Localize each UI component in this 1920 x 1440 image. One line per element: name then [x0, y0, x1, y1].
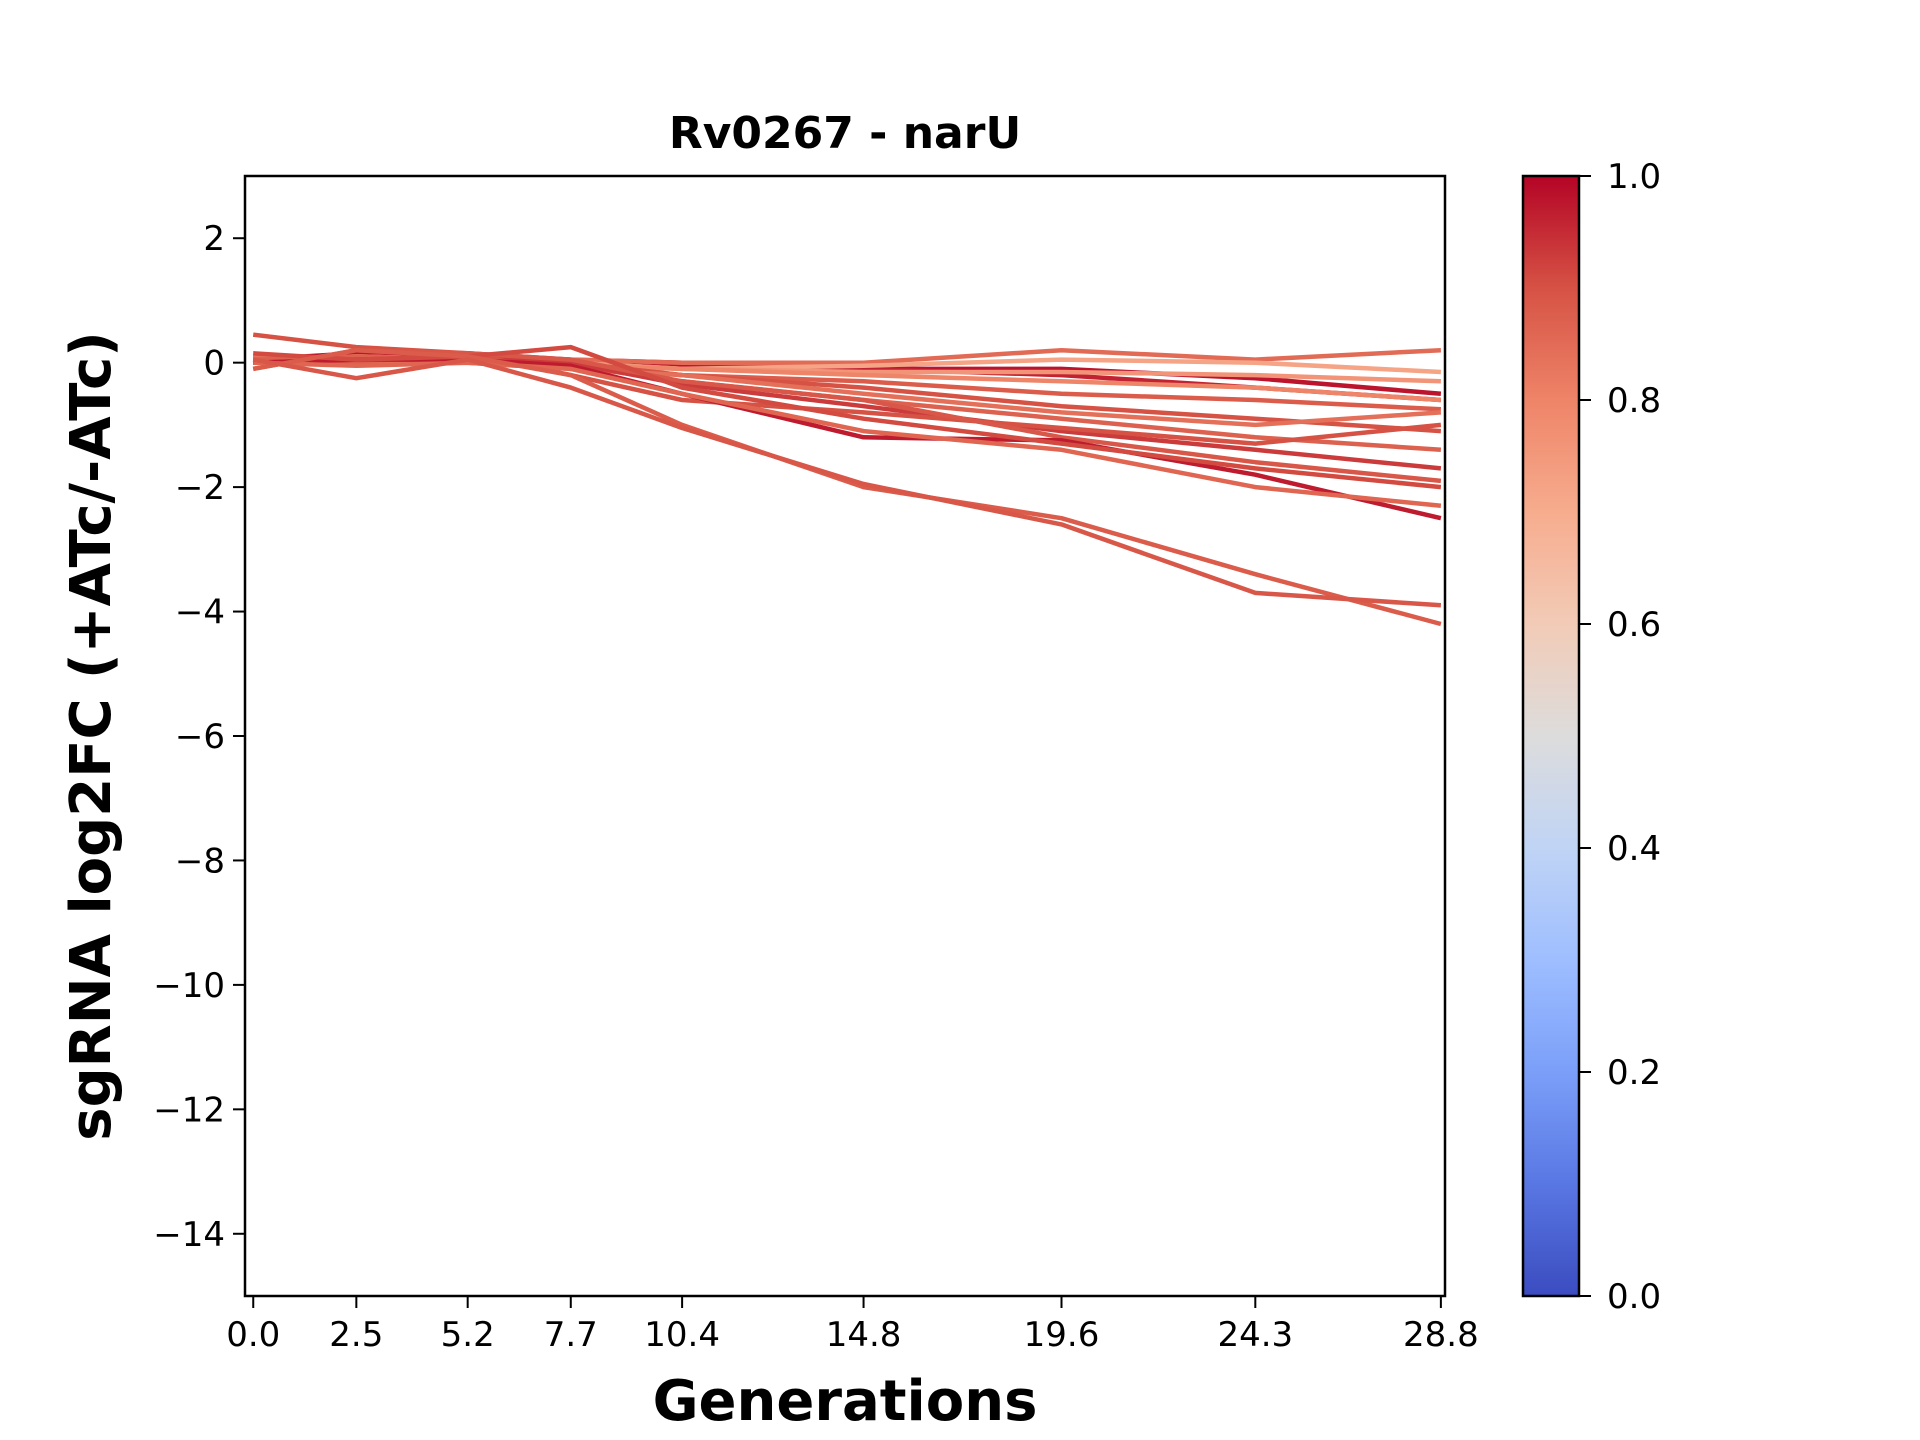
- x-axis-label: Generations: [653, 1369, 1038, 1434]
- y-tick-label: 2: [203, 219, 225, 259]
- x-tick-label: 2.5: [329, 1315, 383, 1355]
- y-axis: 2 0 −2 −4 −6 −8 −10 −12 −14: [153, 219, 245, 1255]
- colorbar-gradient: [1523, 176, 1579, 1296]
- x-tick-label: 19.6: [1024, 1315, 1100, 1355]
- series-line-16: [253, 344, 1442, 490]
- colorbar-tick-label: 0.2: [1607, 1053, 1661, 1093]
- x-tick-label: 24.3: [1217, 1315, 1293, 1355]
- series-line-18: [252, 357, 1442, 608]
- y-axis-label: sgRNA log2FC (+ATc/-ATc): [59, 331, 124, 1141]
- colorbar-tick-label: 1.0: [1607, 157, 1661, 197]
- x-tick-label: 14.8: [826, 1315, 902, 1355]
- x-tick-label: 10.4: [644, 1315, 720, 1355]
- y-tick-label: −6: [175, 717, 225, 757]
- colorbar-tick-label: 0.8: [1607, 381, 1661, 421]
- colorbar-tick-label: 0.6: [1607, 605, 1661, 645]
- y-tick-label: 0: [203, 344, 225, 384]
- colorbar: 0.0 0.2 0.4 0.6 0.8 1.0: [1521, 157, 1661, 1317]
- colorbar-ticks: 0.0 0.2 0.4 0.6 0.8 1.0: [1579, 157, 1661, 1317]
- x-tick-label: 7.7: [544, 1315, 598, 1355]
- series-line-17: [252, 347, 1442, 627]
- y-tick-label: −2: [175, 468, 225, 508]
- y-tick-label: −12: [153, 1090, 225, 1130]
- y-tick-label: −10: [153, 966, 225, 1006]
- plot-frame: [243, 174, 1447, 1298]
- y-tick-label: −8: [175, 841, 225, 881]
- chart-title: Rv0267 - narU: [669, 108, 1021, 159]
- colorbar-frame: [1521, 174, 1581, 1298]
- y-tick-label: −4: [175, 593, 225, 633]
- x-tick-label: 5.2: [441, 1315, 495, 1355]
- x-tick-label: 0.0: [226, 1315, 280, 1355]
- series-layer: [252, 332, 1442, 627]
- x-axis: 0.0 2.5 5.2 7.7 10.4 14.8 19.6 24.3 28.8: [226, 1296, 1479, 1355]
- colorbar-tick-label: 0.0: [1607, 1277, 1661, 1317]
- x-tick-label: 28.8: [1403, 1315, 1479, 1355]
- series-line-15: [253, 360, 1442, 509]
- colorbar-tick-label: 0.4: [1607, 829, 1661, 869]
- y-tick-label: −14: [153, 1215, 225, 1255]
